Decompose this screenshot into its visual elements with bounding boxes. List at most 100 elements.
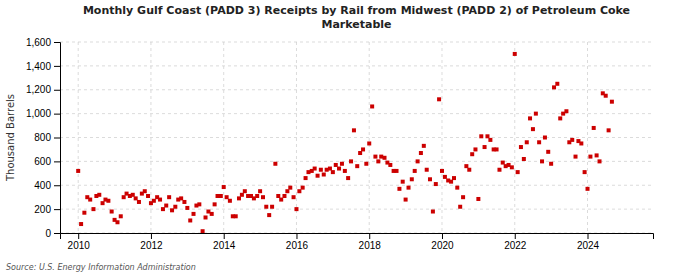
point [119,214,123,218]
point [97,193,101,197]
point [340,162,344,166]
point [407,186,411,190]
x-tick-mark [296,233,297,239]
y-tick: 1,600 [26,37,60,48]
point [376,159,380,163]
x-tick-label: 2016 [286,240,309,251]
point [495,147,499,151]
point [313,167,317,171]
point [88,198,92,202]
point [170,208,174,212]
point [552,85,556,89]
point [197,202,201,206]
x-tick-mark [78,233,79,239]
point [134,196,138,200]
x-tick: 2018 [359,233,382,251]
y-tick: 800 [34,132,60,143]
point [255,194,259,198]
y-tick-label: 0 [45,228,51,239]
y-tick: 400 [34,180,60,191]
point [210,212,214,216]
point [413,169,417,173]
x-tick-mark [151,233,152,239]
point [222,185,226,189]
x-tick: 2010 [68,233,91,251]
point [304,176,308,180]
point [437,97,441,101]
point [264,205,268,209]
point [583,170,587,174]
point [543,136,547,140]
point [131,193,135,197]
grid [60,42,653,233]
x-tick-mark [515,233,516,239]
point [219,194,223,198]
point [588,155,592,159]
point [586,187,590,191]
point [579,141,583,145]
point [549,162,553,166]
y-tick-label: 1,000 [26,108,51,119]
point [285,189,289,193]
x-tick-mark [588,233,589,239]
point [143,189,147,193]
point [282,194,286,198]
x-tick-mark [442,233,443,239]
point [534,112,538,116]
point [483,145,487,149]
point [322,173,326,177]
point [352,128,356,132]
point [288,186,292,190]
y-tick-mark [54,233,60,234]
x-tick-label: 2020 [431,240,454,251]
y-axis: 02004006008001,0001,2001,4001,600 [26,37,61,239]
point [204,215,208,219]
point [276,194,280,198]
point [473,147,477,151]
point [497,168,501,172]
point [234,214,238,218]
point [297,189,301,193]
y-tick: 1,400 [26,61,60,72]
point [158,198,162,202]
grid-line-x [441,42,442,233]
point [370,104,374,108]
point [110,210,114,214]
y-tick: 200 [34,204,60,215]
grid-line-x [514,42,515,233]
point [519,145,523,149]
point [397,187,401,191]
point [443,175,447,179]
x-tick: 2014 [213,233,236,251]
point [152,199,156,203]
point [564,109,568,113]
y-tick-label: 1,600 [26,37,51,48]
y-tick-mark [54,161,60,162]
point [525,140,529,144]
x-tick: 2016 [286,233,309,251]
point [458,205,462,209]
y-tick-label: 800 [34,132,51,143]
point [361,147,365,151]
y-tick-mark [54,66,60,67]
point [164,204,168,208]
x-tick: 2024 [577,233,600,251]
point [395,169,399,173]
point [346,176,350,180]
point [225,195,229,199]
y-tick-mark [54,209,60,210]
point [182,200,186,204]
point [237,196,241,200]
point [449,180,453,184]
point [513,52,517,56]
point [574,155,578,159]
point [510,165,514,169]
point [279,198,283,202]
point [516,170,520,174]
point [243,189,247,193]
point [404,198,408,202]
point [161,207,165,211]
annotation: Source: U.S. Energy Information Administ… [6,263,196,272]
point [337,167,341,171]
point [201,229,205,233]
